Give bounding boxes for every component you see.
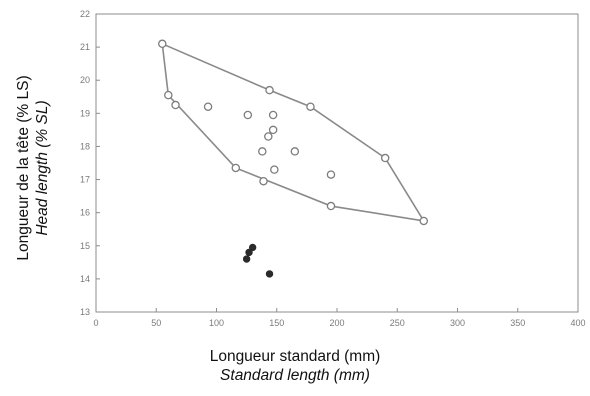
plot-area xyxy=(95,13,579,313)
open-data-point xyxy=(265,85,274,95)
open-data-point xyxy=(326,201,336,211)
open-data-point xyxy=(419,216,429,226)
y-axis-label: Longueur de la tête (% LS) xyxy=(15,75,32,260)
data-points xyxy=(158,39,429,278)
open-data-point xyxy=(270,165,279,174)
x-tick-label: 100 xyxy=(209,318,224,328)
y-tick-label: 14 xyxy=(80,274,90,284)
filled-data-point xyxy=(242,255,251,263)
y-tick-label: 17 xyxy=(80,175,90,185)
y-tick-label: 22 xyxy=(80,9,90,19)
open-data-point xyxy=(326,170,336,179)
x-tick-label: 50 xyxy=(151,318,161,328)
x-tick-label: 150 xyxy=(269,318,284,328)
axis-ticks: 0 50 100 150 200 250 300 350 400 13 14 15 16 17 18 19 20… xyxy=(80,9,586,328)
open-data-point xyxy=(290,147,300,156)
open-data-point xyxy=(268,110,278,120)
open-data-point xyxy=(306,102,315,111)
open-data-point xyxy=(231,163,241,173)
open-data-point xyxy=(243,110,253,120)
open-data-point xyxy=(268,125,278,135)
filled-data-point xyxy=(245,248,253,257)
open-data-point xyxy=(259,176,268,186)
x-tick-label: 200 xyxy=(329,318,344,328)
x-tick-label: 0 xyxy=(93,318,98,328)
y-tick-label: 18 xyxy=(80,141,90,151)
convex-hull xyxy=(161,43,426,223)
x-tick-label: 300 xyxy=(450,318,465,328)
open-data-point xyxy=(164,90,173,100)
open-data-point xyxy=(264,132,273,141)
x-tick-label: 400 xyxy=(570,318,585,328)
open-data-point xyxy=(171,100,180,110)
x-axis-label-english: Standard length (mm) xyxy=(220,367,370,384)
filled-data-point xyxy=(248,243,257,252)
y-tick-label: 19 xyxy=(80,108,90,118)
open-data-point xyxy=(258,147,267,156)
open-data-point xyxy=(380,153,390,163)
y-tick-label: 13 xyxy=(80,307,90,317)
x-tick-label: 350 xyxy=(510,318,525,328)
y-tick-label: 15 xyxy=(80,241,90,251)
x-axis-label: Longueur standard (mm) xyxy=(209,348,381,365)
open-data-point xyxy=(203,102,213,111)
y-tick-label: 21 xyxy=(80,42,90,52)
filled-data-point xyxy=(265,270,274,278)
x-tick-label: 250 xyxy=(390,318,405,328)
y-axis-label-english: Head length (% SL) xyxy=(34,100,51,235)
y-tick-label: 20 xyxy=(80,75,90,85)
y-tick-label: 16 xyxy=(80,208,90,218)
open-data-point xyxy=(158,39,167,49)
